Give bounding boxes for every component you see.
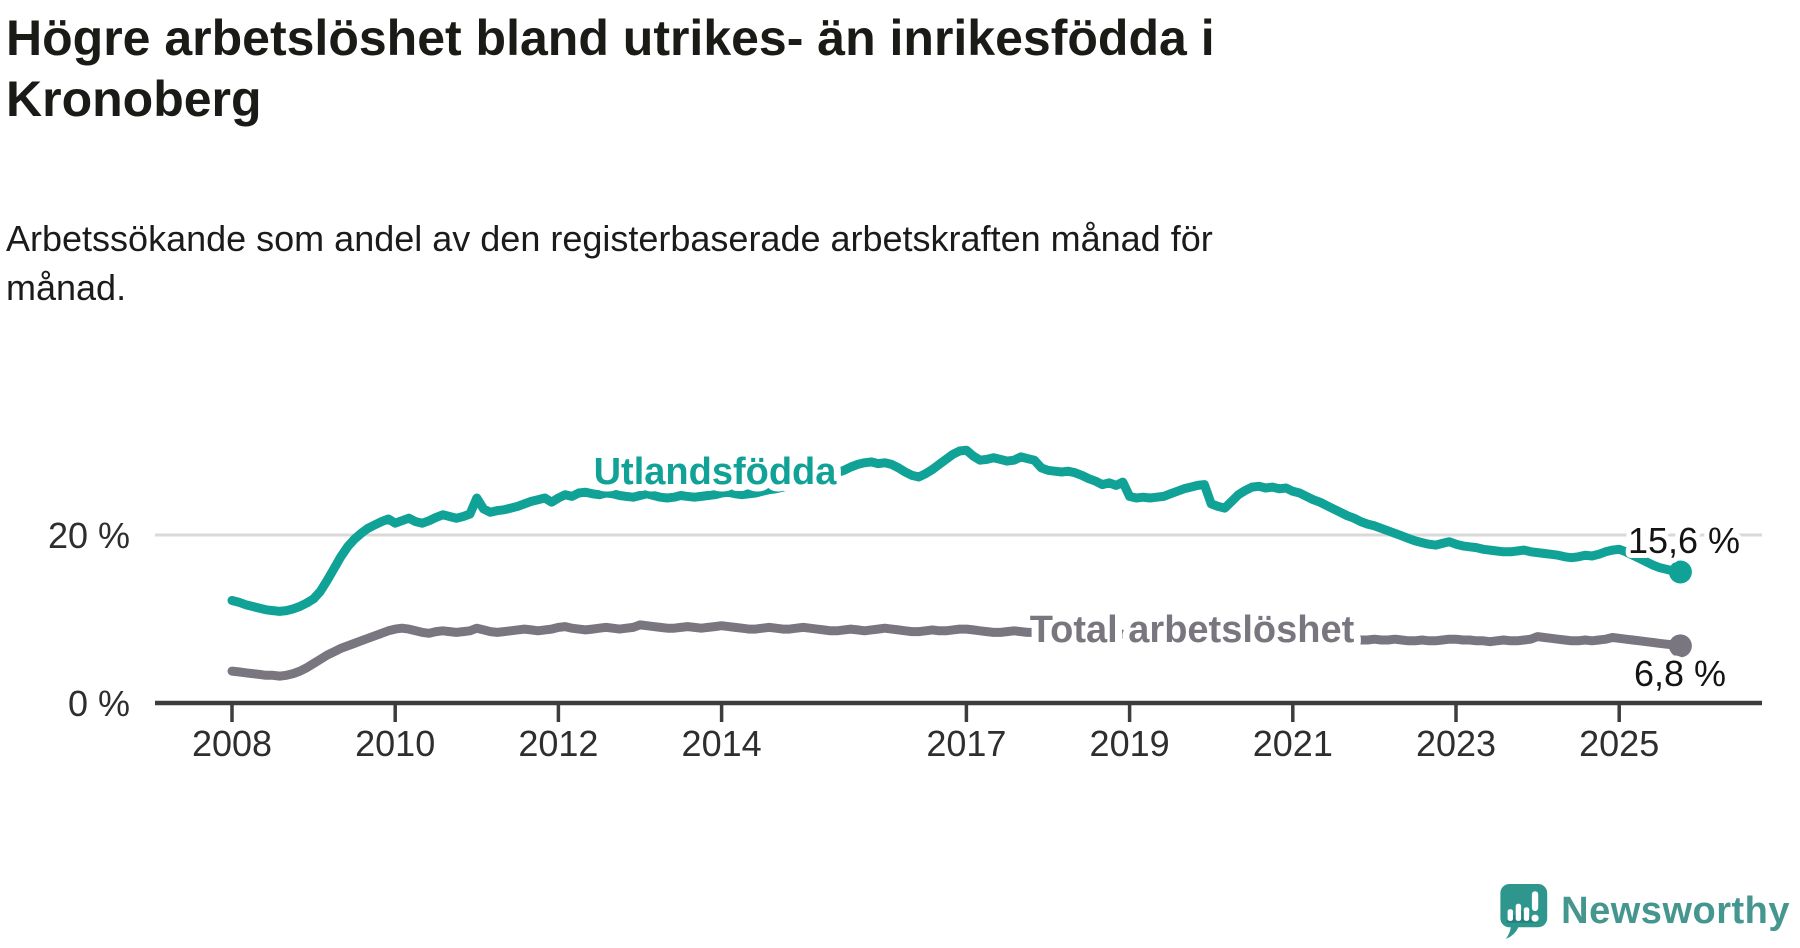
x-tick-label-2017: 2017 [926,723,1006,764]
page-title-line1: Högre arbetslöshet bland utrikes- än inr… [6,10,1215,66]
chart-subtitle-line2: månad. [6,267,127,308]
end-dot-utlandsfodda [1668,560,1692,584]
x-tick-label-2019: 2019 [1090,723,1170,764]
page-title: Högre arbetslöshet bland utrikes- än inr… [6,8,1215,130]
end-value-label-utlandsfodda: 15,6 % [1628,520,1740,561]
series-label-utlandsfodda: Utlandsfödda [594,451,838,493]
page-title-line2: Kronoberg [6,71,262,127]
chart-subtitle-line1: Arbetssökande som andel av den registerb… [6,218,1213,259]
newsworthy-logo: Newsworthy [1495,882,1790,940]
series-label-total-arbetsloshet: Total arbetslöshet [1030,609,1355,651]
x-tick-label-2010: 2010 [355,723,435,764]
series-line-total-arbetsloshet [227,617,1685,681]
series-line-utlandsfodda [227,445,1685,616]
newsworthy-speech-bubble-chart-icon [1500,884,1548,939]
x-tick-label-2008: 2008 [192,723,272,764]
chart-subtitle: Arbetssökande som andel av den registerb… [6,214,1213,312]
newsworthy-wordmark: Newsworthy [1561,889,1790,932]
end-value-label-total-arbetsloshet: 6,8 % [1634,653,1726,694]
x-tick-label-2025: 2025 [1579,723,1659,764]
x-tick-label-2012: 2012 [518,723,598,764]
x-tick-label-2023: 2023 [1416,723,1496,764]
y-tick-label-0: 0 % [68,683,130,724]
x-tick-label-2014: 2014 [682,723,762,764]
end-dot-total-arbetsloshet [1668,634,1692,658]
x-tick-label-2021: 2021 [1253,723,1333,764]
y-tick-label-20: 20 % [48,515,130,556]
